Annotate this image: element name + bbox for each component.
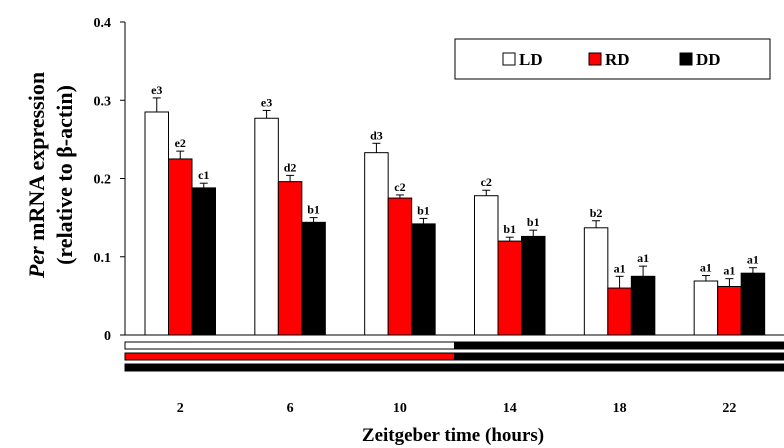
significance-label: a1 (747, 253, 759, 267)
y-axis-label: Per mRNA expression (relative to β-actin… (24, 72, 77, 279)
significance-label: b1 (307, 203, 320, 217)
significance-label: c1 (198, 168, 209, 182)
regime-dark-DD (454, 363, 784, 372)
y-tick-label: 0.4 (94, 16, 112, 31)
legend: LD RD DD (454, 38, 771, 80)
bar-DD-6 (301, 221, 326, 336)
legend-swatch-RD (588, 52, 602, 66)
bar-DD-22 (740, 272, 766, 336)
significance-label: d2 (284, 160, 297, 174)
y-tick-label: 0.2 (94, 173, 112, 188)
y-tick-label: 0 (104, 329, 111, 344)
legend-label-DD: DD (696, 50, 721, 69)
significance-label: c2 (394, 180, 405, 194)
legend-label-RD: RD (605, 50, 630, 69)
legend-label-LD: LD (519, 50, 543, 69)
x-tick-label: 6 (287, 401, 294, 416)
x-tick-label: 18 (613, 401, 627, 416)
x-tick-label: 2 (177, 401, 184, 416)
x-tick-label: 14 (503, 401, 517, 416)
bar-LD-14 (474, 195, 499, 336)
bar-LD-6 (254, 117, 279, 336)
legend-swatch-LD (502, 52, 516, 66)
significance-label: c2 (481, 175, 492, 189)
bar-LD-10 (364, 152, 389, 336)
significance-label: e2 (175, 136, 186, 150)
regime-dark-RD (454, 352, 784, 361)
bar-RD-6 (277, 181, 303, 336)
bar-RD-22 (717, 285, 742, 336)
bar-LD-2 (144, 111, 169, 336)
significance-label: b1 (417, 203, 430, 217)
significance-label: d3 (370, 128, 383, 142)
bar-DD-10 (411, 223, 436, 336)
y-tick-label: 0.1 (94, 251, 112, 266)
significance-label: e3 (151, 83, 162, 97)
x-axis-label: Zeitgeber time (hours) (362, 425, 544, 446)
x-tick-label: 22 (722, 401, 736, 416)
bar-RD-18 (607, 287, 632, 336)
regime-light-DD (124, 363, 455, 372)
significance-label: e3 (261, 95, 272, 109)
regime-dark-LD (454, 341, 784, 350)
bar-DD-18 (630, 275, 656, 336)
light-regime-bars (124, 341, 784, 372)
bar-RD-10 (387, 197, 413, 336)
y-axis-label-italic: Per (24, 246, 49, 279)
x-tick-labels: 2 6 10 14 18 22 (177, 401, 737, 416)
bar-RD-14 (497, 240, 522, 336)
bar-LD-22 (693, 280, 719, 336)
y-axis-label-line2: (relative to β-actin) (52, 85, 77, 265)
svg-text:Per mRNA expression: Per mRNA expression (24, 72, 49, 279)
significance-label: a1 (723, 264, 735, 278)
bar-RD-2 (168, 158, 193, 336)
significance-label: b1 (527, 215, 540, 229)
legend-swatch-DD (679, 52, 693, 66)
y-tick-label: 0.3 (94, 94, 112, 109)
significance-label: b1 (503, 222, 516, 236)
bar-LD-18 (583, 227, 609, 336)
x-tick-label: 10 (393, 401, 407, 416)
bar-DD-2 (191, 187, 216, 336)
significance-label: a1 (614, 261, 626, 275)
significance-label: a1 (637, 251, 649, 265)
significance-label: b2 (590, 206, 603, 220)
regime-light-RD (124, 352, 455, 361)
significance-label: a1 (700, 261, 712, 275)
plot-area: 0 0.1 0.2 0.3 0.4 e3 e3 d3 c2 b2 a1 e2 d2 c2 b1 a1 a1 c1 b… (94, 16, 784, 344)
regime-light-LD (124, 341, 455, 350)
y-axis-label-rest: mRNA expression (24, 72, 49, 246)
bar-DD-14 (521, 235, 546, 336)
